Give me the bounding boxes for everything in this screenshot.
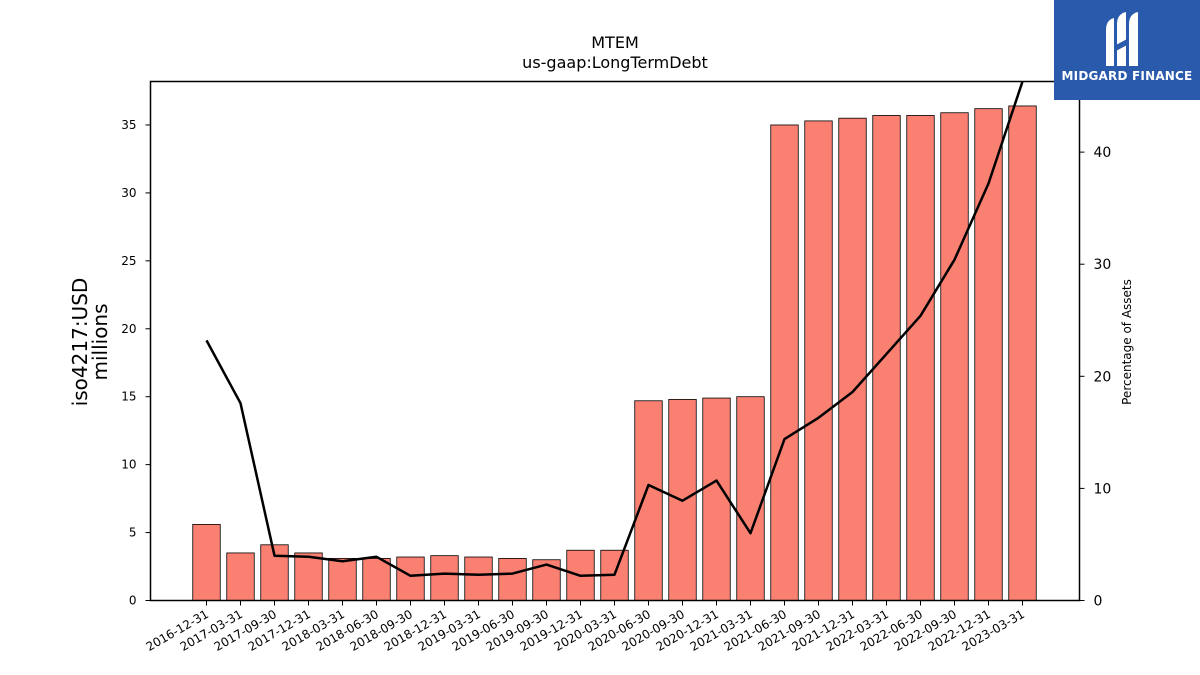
bar-2021-09-30: [804, 120, 833, 601]
bar-2022-03-31: [872, 115, 901, 601]
bar-2018-03-31: [328, 557, 357, 601]
x-axis: 2016-12-312017-03-312017-09-302017-12-31…: [144, 600, 1027, 654]
bar-2022-06-30: [906, 115, 935, 601]
y-right-tick-label: 10: [1094, 481, 1112, 497]
y-right-tick-label: 40: [1094, 145, 1112, 161]
y-tick-label: 5: [129, 526, 137, 540]
bar-2019-06-30: [498, 557, 527, 601]
bar-2021-06-30: [770, 124, 799, 601]
chart-title: MTEM: [591, 33, 639, 52]
bar-2017-12-31: [294, 552, 323, 601]
y-axis-right: 0 10 20 30 40: [1079, 145, 1112, 610]
percentage-line: [205, 81, 1024, 578]
y-tick-label: 0: [129, 594, 137, 608]
y-right-tick-label: 20: [1094, 369, 1112, 385]
bar-2018-09-30: [396, 556, 425, 601]
y-tick-label: 10: [121, 458, 136, 472]
y-tick-label: 15: [121, 390, 136, 404]
bar-2021-12-31: [838, 117, 867, 601]
bar-2018-06-30: [362, 557, 391, 601]
bar-2019-03-31: [464, 556, 493, 601]
logo-text: MIDGARD FINANCE: [1061, 69, 1193, 83]
bar-2021-03-31: [736, 396, 765, 601]
y-axis-label-units: millions: [88, 303, 112, 380]
bar-2018-12-31: [430, 555, 459, 601]
percentage-line-series: [205, 81, 1024, 578]
y-right-tick-label: 0: [1094, 594, 1103, 610]
y-tick-label: 35: [121, 118, 136, 132]
y-tick-label: 25: [121, 254, 136, 268]
y-axis-left: 0 5 10 15 20 25 30 35: [121, 118, 151, 608]
bar-2023-03-31: [1008, 105, 1037, 601]
plot-frame: [149, 80, 1081, 602]
y-axis-right-label: Percentage of Assets: [1120, 279, 1134, 405]
y-axis-label: iso4217:USD: [68, 278, 92, 407]
bar-2022-09-30: [940, 112, 969, 601]
bar-2017-03-31: [226, 552, 255, 601]
midgard-logo-icon: [1106, 12, 1138, 66]
bar-series: [192, 105, 1037, 601]
midgard-finance-logo: MIDGARD FINANCE: [1054, 0, 1200, 100]
bar-2020-06-30: [634, 400, 663, 601]
y-tick-label: 20: [121, 322, 136, 336]
bar-2020-12-31: [702, 397, 731, 601]
y-tick-label: 30: [121, 186, 136, 200]
bar-2016-12-31: [192, 524, 221, 601]
chart-subtitle: us-gaap:LongTermDebt: [522, 53, 708, 72]
bar-2022-12-31: [974, 108, 1003, 601]
y-right-tick-label: 30: [1094, 257, 1112, 273]
